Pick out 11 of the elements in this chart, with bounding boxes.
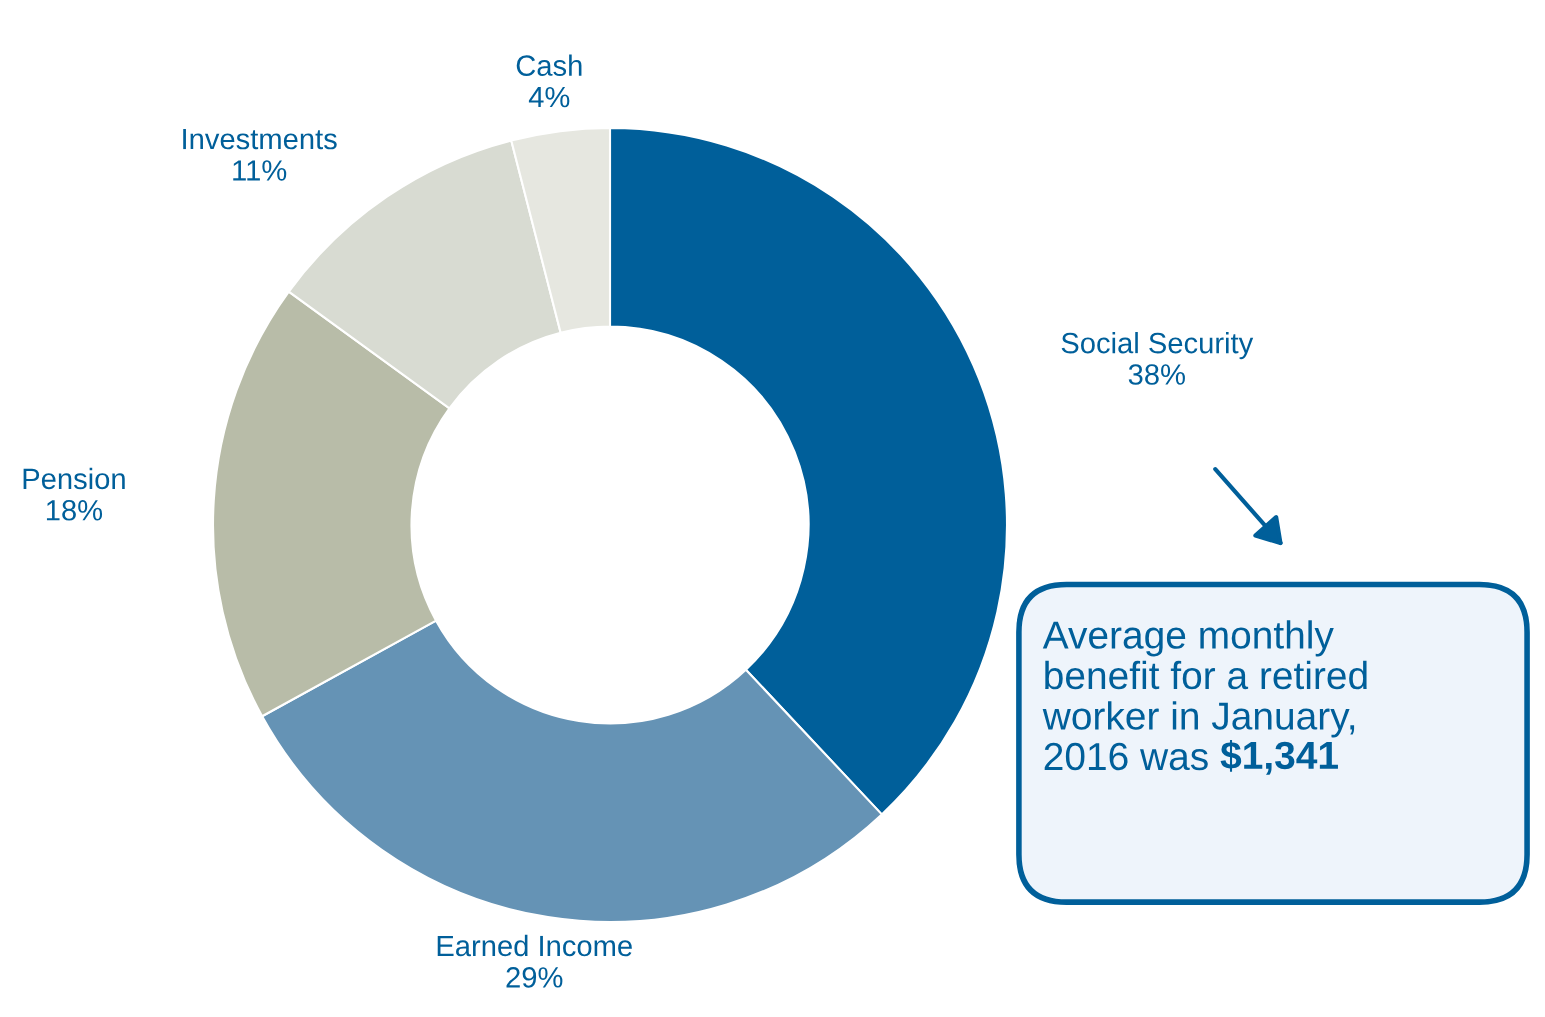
slice-label: Social Security [1061,332,1254,360]
data-label: 18% [46,499,103,521]
data-label: 38% [1128,364,1185,385]
data-label: 4% [528,86,570,108]
data-label: 29% [506,967,563,988]
slice-label: Cash [516,54,582,76]
slice-label: Earned Income [437,934,632,957]
data-label: 11% [233,160,287,181]
text: Average monthly benefit for a retired worker in January, 2016 was $1,341 [1042,620,1367,775]
slice-label: Pension [23,467,125,490]
slice-label: Investments [183,129,337,150]
